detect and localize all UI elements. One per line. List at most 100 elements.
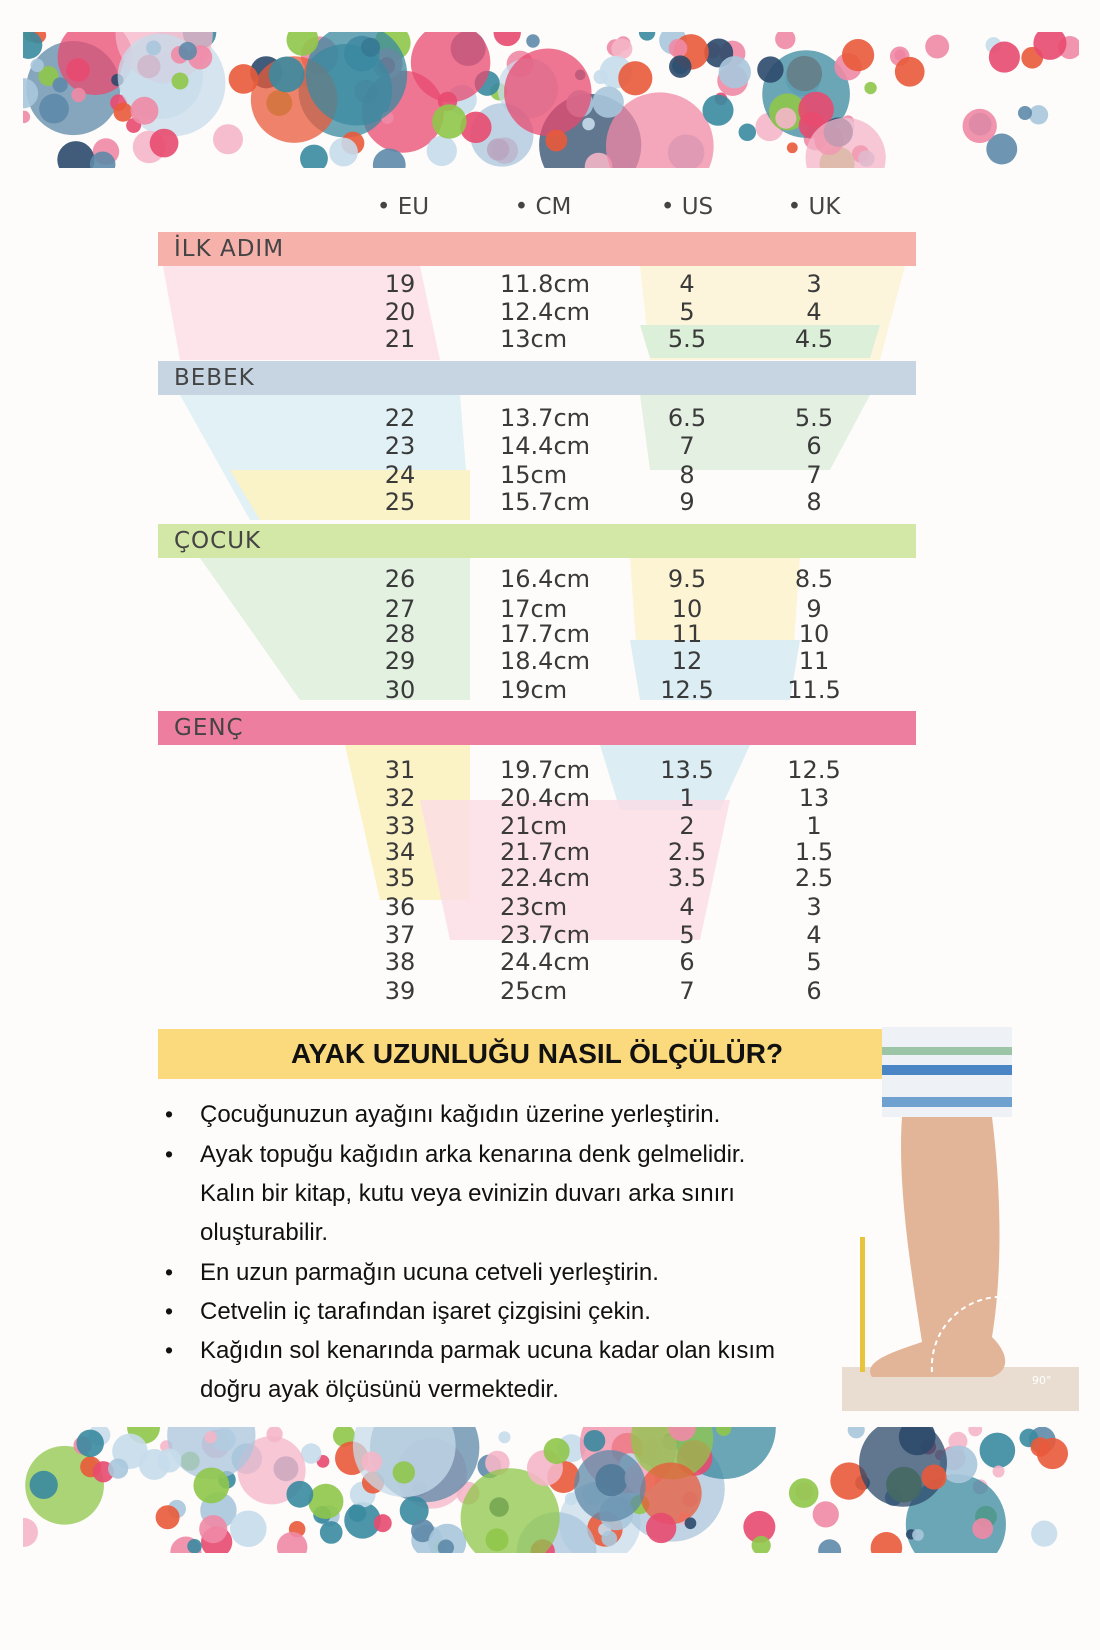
decorative-dot: [213, 124, 243, 155]
decorative-dot: [718, 56, 751, 89]
decorative-dot: [130, 96, 159, 125]
cell-us: 7: [679, 977, 695, 1005]
cell-eu: 21: [384, 325, 416, 353]
decorative-dot: [859, 1427, 947, 1507]
decorative-dot: [57, 141, 95, 168]
decorative-dot: [968, 1427, 983, 1437]
cell-uk: 6: [806, 432, 822, 460]
decorative-dot: [864, 81, 877, 95]
decorative-dot: [925, 34, 950, 59]
cell-us: 12: [671, 647, 703, 675]
decorative-dot: [611, 38, 633, 60]
decorative-dot: [564, 1492, 578, 1506]
cell-us: 6: [679, 948, 695, 976]
group-label: GENÇ: [174, 715, 244, 741]
decorative-dot: [841, 38, 875, 72]
cell-cm: 14.4cm: [500, 432, 591, 460]
cell-uk: 4: [806, 298, 822, 326]
decorative-dot: [38, 66, 59, 87]
decorative-dot: [372, 148, 406, 168]
decorative-dot: [89, 151, 116, 168]
cell-eu: 30: [384, 676, 416, 704]
instruction-line: Çocuğunuzun ayağını kağıdın üzerine yerl…: [200, 1101, 721, 1128]
decorative-dot: [155, 1505, 180, 1530]
bottom-dots-banner: [23, 1427, 1079, 1553]
instruction-line: En uzun parmağın ucuna cetveli yerleştir…: [200, 1259, 659, 1286]
top-dots-banner: [23, 32, 1079, 168]
cell-cm: 20.4cm: [500, 784, 591, 812]
decorative-dot: [1030, 1437, 1051, 1457]
cell-cm: 13.7cm: [500, 404, 591, 432]
decorative-dot: [543, 1437, 570, 1465]
decorative-dot: [805, 117, 886, 168]
cell-us: 5: [679, 298, 695, 326]
cell-uk: 4: [806, 921, 822, 949]
cell-eu: 27: [384, 595, 416, 623]
group-label: ÇOCUK: [174, 528, 262, 554]
cell-cm: 23cm: [500, 893, 568, 921]
decorative-dot: [716, 1427, 732, 1436]
decorative-dot: [204, 1431, 217, 1444]
cell-us: 5.5: [667, 325, 707, 353]
cell-us: 9.5: [667, 565, 707, 593]
decorative-dot: [432, 104, 467, 139]
bullet-icon: •: [165, 1101, 174, 1127]
decorative-dot: [638, 32, 656, 41]
angle-label: 90°: [1032, 1374, 1052, 1387]
decorative-dot: [668, 1427, 696, 1442]
cell-cm: 17.7cm: [500, 620, 591, 648]
decorative-dot: [76, 1429, 104, 1458]
decorative-dot: [847, 1427, 865, 1439]
decorative-dot: [702, 94, 734, 126]
decorative-dot: [187, 1538, 202, 1553]
decorative-dot: [437, 1539, 455, 1553]
cell-us: 10: [671, 595, 703, 623]
cell-cm: 24.4cm: [500, 948, 591, 976]
decorative-dot: [399, 1496, 429, 1526]
cell-cm: 16.4cm: [500, 565, 591, 593]
decorative-dot: [584, 152, 613, 168]
column-header-eu: • EU: [376, 194, 430, 220]
decorative-dot: [230, 1510, 267, 1547]
column-header-us: • US: [660, 194, 714, 220]
decorative-dot: [669, 55, 692, 78]
cell-eu: 22: [384, 404, 416, 432]
decorative-dot: [1028, 105, 1049, 125]
cell-uk: 11.5: [787, 676, 841, 704]
decorative-dot: [979, 1432, 1016, 1469]
column-header-uk: • UK: [787, 194, 841, 220]
cell-eu: 25: [384, 488, 416, 516]
group-label: BEBEK: [174, 365, 255, 391]
group-band: ÇOCUK: [158, 524, 916, 558]
cell-cm: 21.7cm: [500, 838, 591, 866]
decorative-dot: [113, 102, 133, 122]
decorative-dot: [786, 142, 798, 154]
cell-eu: 32: [384, 784, 416, 812]
bullet-icon: •: [165, 1141, 174, 1167]
cell-eu: 23: [384, 432, 416, 460]
cell-uk: 9: [806, 595, 822, 623]
decorative-dot: [426, 135, 457, 167]
decorative-dot: [921, 1464, 947, 1490]
decorative-dot: [545, 129, 568, 152]
decorative-dot: [228, 64, 259, 94]
cell-eu: 24: [384, 461, 416, 489]
cell-uk: 1: [806, 812, 822, 840]
decorative-dot: [526, 34, 540, 48]
decorative-dot: [23, 1517, 38, 1547]
decorative-dot: [743, 1510, 776, 1543]
cell-uk: 2.5: [794, 864, 834, 892]
decorative-dot: [178, 41, 197, 61]
pastel-background-shapes: [163, 266, 905, 940]
decorative-dot: [1033, 32, 1067, 60]
cell-eu: 26: [384, 565, 416, 593]
cell-cm: 25cm: [500, 977, 568, 1005]
decorative-dot: [818, 1539, 842, 1553]
bullet-icon: •: [165, 1259, 174, 1285]
cell-eu: 33: [384, 812, 416, 840]
bullet-icon: •: [165, 1298, 174, 1324]
cell-uk: 10: [798, 620, 830, 648]
decorative-dot: [972, 1518, 994, 1539]
decorative-dot: [912, 1529, 924, 1541]
instruction-line: doğru ayak ölçüsünü vermektedir.: [200, 1376, 559, 1403]
